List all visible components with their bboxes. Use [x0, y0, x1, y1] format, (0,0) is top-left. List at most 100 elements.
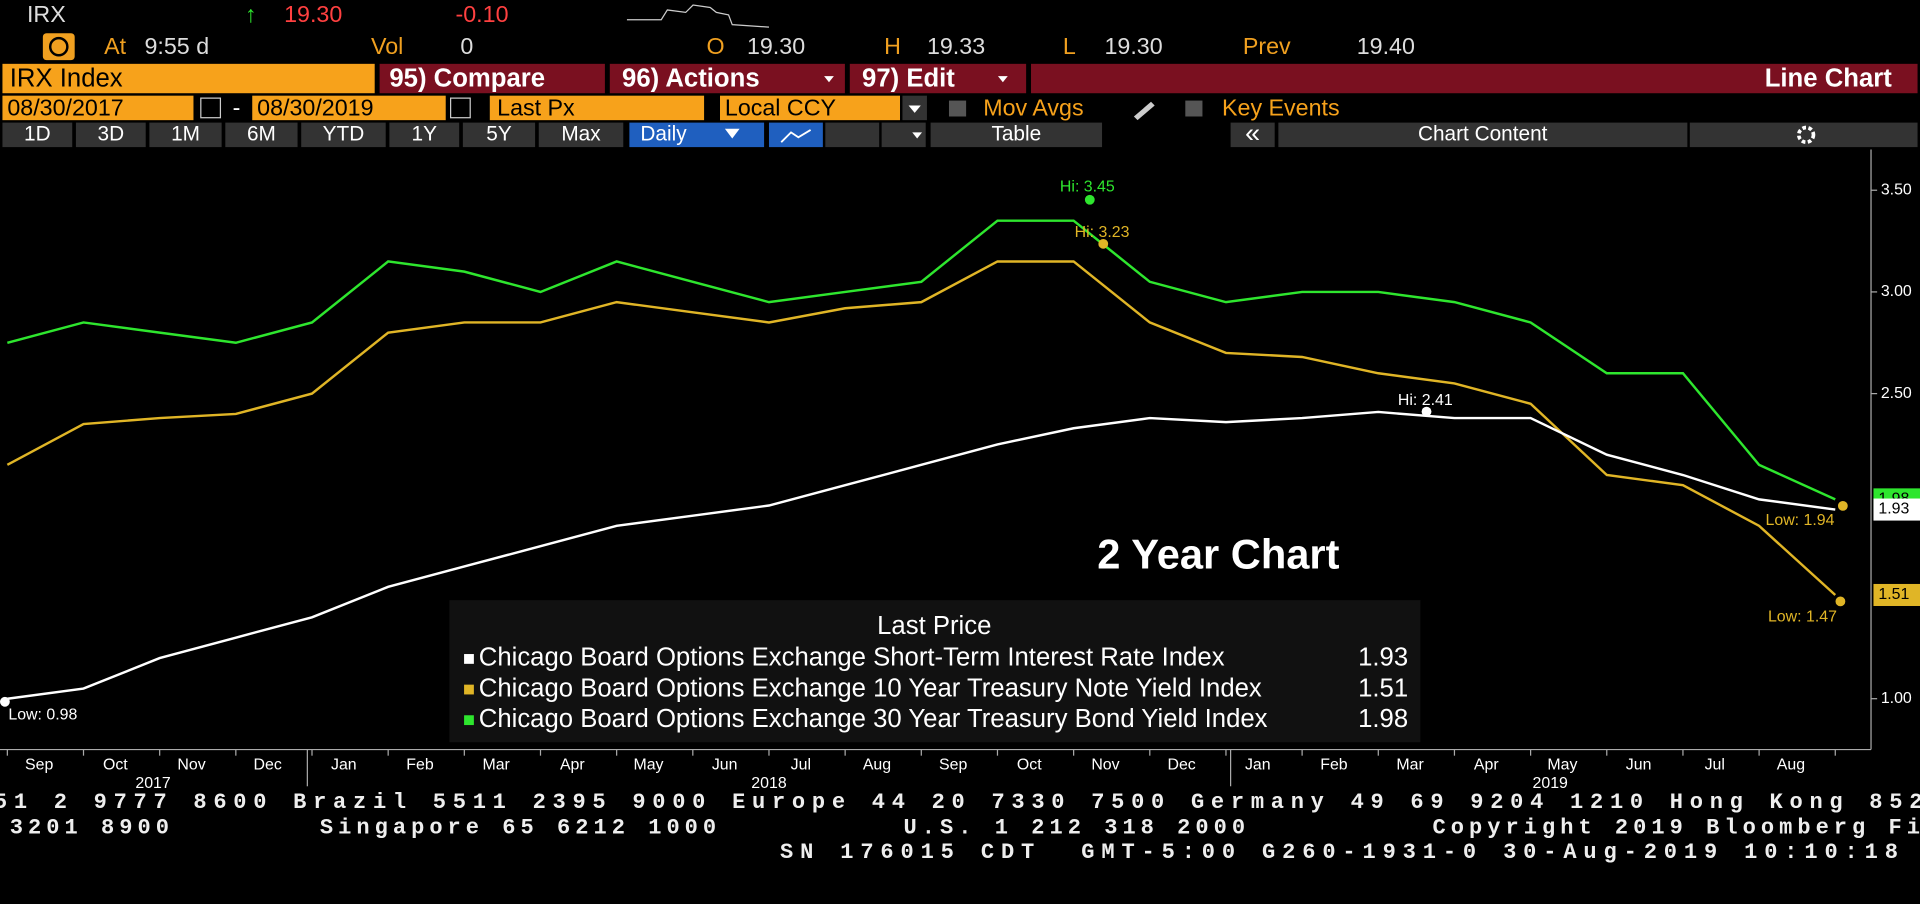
period-button[interactable]	[75, 122, 146, 148]
view: Line Chart	[1765, 65, 1893, 93]
footer-line: 51 2 9777 8600 Brazil 5511 2395 9000 Eur…	[0, 790, 1920, 815]
actions: 96) Actions	[622, 65, 760, 93]
x-tick-label: Jun	[712, 757, 738, 774]
x-tick-label: Sep	[25, 757, 53, 774]
table-button[interactable]	[930, 122, 1103, 148]
prev: 19.40	[1357, 33, 1415, 59]
period: 5Y	[486, 122, 512, 145]
x-tick-label: May	[1547, 757, 1577, 774]
y-tick-label: 2.50	[1881, 385, 1912, 402]
clock-icon[interactable]	[42, 33, 75, 61]
period-button[interactable]	[149, 122, 222, 148]
vol: 0	[460, 33, 473, 59]
x-tick-label: Apr	[560, 757, 585, 774]
checkbox[interactable]	[948, 100, 967, 117]
pencil-icon[interactable]	[1133, 101, 1155, 121]
last-value-label: 1.93	[1878, 501, 1909, 518]
open: 19.30	[747, 33, 805, 59]
legend-swatch	[464, 715, 474, 726]
calendar-icon[interactable]	[200, 97, 222, 119]
legend-swatch	[464, 684, 474, 695]
up-arrow: ↑	[245, 1, 257, 27]
dropdown-arrow	[824, 76, 834, 83]
frequency-button[interactable]	[629, 122, 765, 148]
low: 19.30	[1104, 33, 1162, 59]
y-tick-label: 1.00	[1881, 690, 1912, 707]
dropdown-arrow	[908, 105, 921, 113]
x-tick-label: Dec	[254, 757, 282, 774]
key-events: Key Events	[1222, 94, 1340, 120]
calendar-icon[interactable]	[450, 97, 471, 119]
x-tick-label: Jul	[1705, 757, 1725, 774]
chart: 1.00 2.50 3.00 3.50 Sep Oct Nov Dec Jan Feb Mar Apr…	[0, 149, 1920, 792]
period: 3D	[98, 122, 125, 145]
annotation: Low: 1.94	[1766, 512, 1835, 529]
footer-line: SN 176015 CDT GMT-5:00 G260-1931-0 30-Au…	[780, 840, 1898, 865]
last-value-tag	[1873, 583, 1920, 606]
footer-line: 3201 8900 Singapore 65 6212 1000 U.S. 1 …	[10, 816, 1920, 841]
period-button[interactable]	[538, 122, 624, 148]
chart-title: 2 Year Chart	[1097, 530, 1339, 577]
x-tick-label: Mar	[1396, 757, 1424, 774]
legend-value: 1.51	[1358, 674, 1408, 702]
currency-box[interactable]	[720, 95, 900, 121]
legend-swatch	[464, 654, 474, 664]
last-value-tag	[1873, 498, 1920, 521]
compare-button[interactable]	[379, 63, 605, 94]
legend-label: Chicago Board Options Exchange 30 Year T…	[479, 705, 1268, 733]
year-label: 2018	[751, 775, 787, 792]
x-tick-label: Nov	[1091, 757, 1119, 774]
start-date-box[interactable]	[2, 95, 194, 121]
y-tick-label: 3.00	[1881, 283, 1912, 300]
actions-button[interactable]	[609, 63, 845, 94]
last-value-label: 1.51	[1878, 586, 1909, 603]
year-label: 2017	[135, 775, 171, 792]
period: 1M	[171, 122, 200, 145]
period-button[interactable]	[389, 122, 460, 148]
currency: Local CCY	[725, 94, 836, 120]
end-date: 08/30/2019	[257, 94, 373, 120]
clock-face	[48, 36, 69, 57]
period-button[interactable]	[301, 122, 386, 148]
year-label: 2019	[1533, 775, 1569, 792]
series-line	[7, 219, 1836, 501]
mov-avgs: Mov Avgs	[983, 94, 1083, 120]
open-label: O	[707, 33, 725, 59]
x-tick-label: Apr	[1474, 757, 1499, 774]
dropdown-arrow	[724, 128, 740, 139]
period-button[interactable]	[2, 122, 73, 148]
edit-button[interactable]	[849, 63, 1027, 94]
field-box[interactable]	[489, 95, 705, 121]
annotation: Low: 0.98	[8, 706, 77, 723]
extreme-point	[1837, 500, 1848, 511]
low-label: L	[1063, 33, 1076, 59]
period-button[interactable]	[225, 122, 298, 148]
end-date-box[interactable]	[252, 95, 446, 121]
chart-content-button[interactable]	[1278, 122, 1688, 148]
legend-box	[449, 600, 1421, 743]
period: 1Y	[412, 122, 438, 145]
legend-value: 1.93	[1358, 644, 1408, 672]
table: Table	[991, 122, 1041, 145]
x-tick-label: Dec	[1167, 757, 1195, 774]
high: 19.33	[927, 33, 985, 59]
x-tick-label: Jun	[1626, 757, 1652, 774]
change: -0.10	[456, 1, 509, 27]
x-tick-label: Oct	[1017, 757, 1042, 774]
security-box[interactable]	[2, 63, 375, 94]
collapse-button[interactable]	[1230, 122, 1275, 148]
x-tick-label: Feb	[1320, 757, 1348, 774]
collapse: «	[1245, 118, 1260, 148]
date-dash: -	[233, 94, 241, 120]
checkbox[interactable]	[1185, 100, 1203, 117]
frequency: Daily	[640, 122, 687, 145]
period-button[interactable]	[462, 122, 536, 148]
bar-icon-button[interactable]	[825, 122, 880, 148]
x-tick-label: May	[633, 757, 663, 774]
extreme-point	[1421, 406, 1432, 417]
x-tick-label: Feb	[406, 757, 434, 774]
x-tick-label: Oct	[103, 757, 128, 774]
y-tick-label: 3.50	[1881, 181, 1912, 198]
